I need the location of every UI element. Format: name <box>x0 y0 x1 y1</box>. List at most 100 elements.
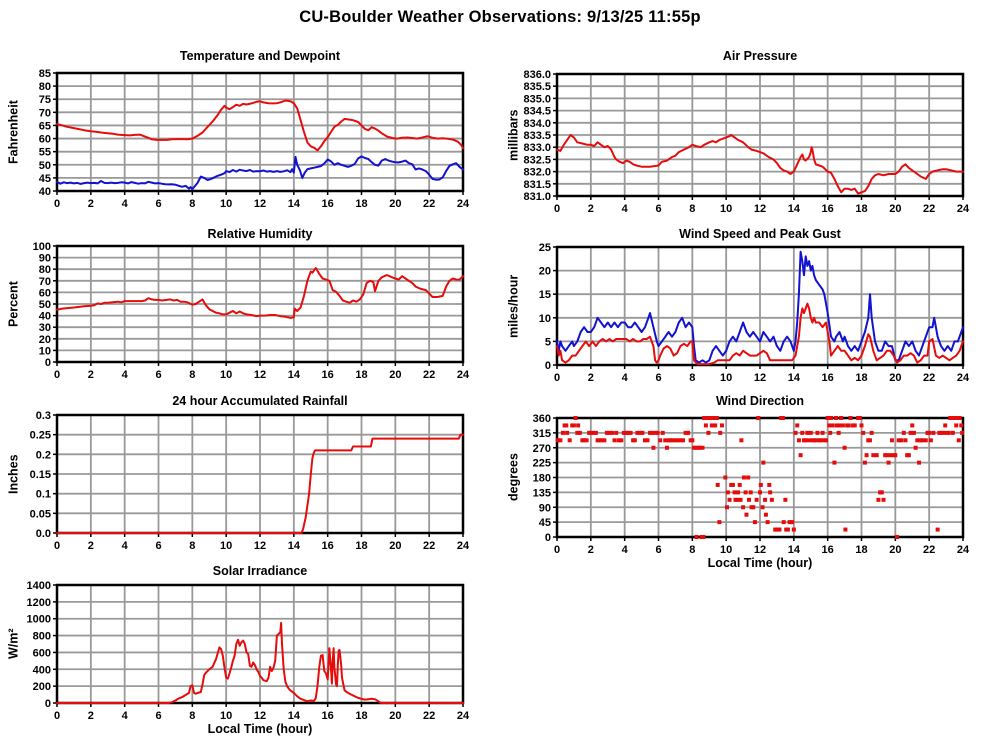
svg-text:8: 8 <box>189 369 195 381</box>
svg-text:45: 45 <box>539 517 551 529</box>
air-pressure-chart: Air Pressure millibars 0 2 4 6 8 10 12 14 16 18 20… <box>500 45 1000 223</box>
svg-text:0.05: 0.05 <box>30 508 51 520</box>
svg-text:836.0: 836.0 <box>523 69 551 81</box>
svg-text:10: 10 <box>539 313 551 325</box>
svg-text:833.0: 833.0 <box>523 142 551 154</box>
svg-text:55: 55 <box>39 147 51 159</box>
svg-text:24: 24 <box>457 540 470 552</box>
svg-text:270: 270 <box>533 443 551 455</box>
rainfall-plot: 0 2 4 6 8 10 12 14 16 18 20 22 240.30.250.20.150.10.… <box>30 410 470 552</box>
svg-text:10: 10 <box>720 372 732 384</box>
svg-text:16: 16 <box>822 544 834 556</box>
chart-title-temperature: Temperature and Dewpoint <box>179 49 341 63</box>
svg-text:18: 18 <box>355 198 367 210</box>
svg-text:16: 16 <box>822 372 834 384</box>
svg-text:16: 16 <box>322 369 334 381</box>
svg-text:2: 2 <box>88 710 94 722</box>
svg-text:6: 6 <box>155 198 161 210</box>
svg-text:834.5: 834.5 <box>523 106 551 118</box>
svg-text:16: 16 <box>322 710 334 722</box>
svg-text:0: 0 <box>54 369 60 381</box>
svg-text:20: 20 <box>889 203 901 215</box>
svg-text:0: 0 <box>545 532 551 544</box>
svg-text:14: 14 <box>788 544 801 556</box>
svg-text:12: 12 <box>254 710 266 722</box>
svg-text:60: 60 <box>39 287 51 299</box>
svg-text:0: 0 <box>45 698 51 710</box>
svg-text:90: 90 <box>39 253 51 265</box>
svg-text:24: 24 <box>957 544 970 556</box>
svg-text:8: 8 <box>189 198 195 210</box>
svg-text:20: 20 <box>389 540 401 552</box>
svg-text:8: 8 <box>689 372 695 384</box>
svg-text:1400: 1400 <box>27 580 51 592</box>
svg-text:22: 22 <box>423 198 435 210</box>
svg-text:22: 22 <box>923 544 935 556</box>
svg-text:24: 24 <box>457 710 470 722</box>
svg-text:2: 2 <box>588 544 594 556</box>
svg-text:4: 4 <box>122 369 129 381</box>
svg-text:0: 0 <box>54 198 60 210</box>
svg-text:4: 4 <box>122 198 129 210</box>
svg-text:18: 18 <box>855 203 867 215</box>
solar-irradiance-plot: 0 2 4 6 8 10 12 14 16 18 20 22 241400120010008006004… <box>27 580 470 722</box>
svg-text:135: 135 <box>533 487 551 499</box>
x-axis-label-local-time: Local Time (hour) <box>207 722 313 736</box>
svg-text:16: 16 <box>322 540 334 552</box>
svg-text:1000: 1000 <box>27 614 51 626</box>
svg-text:0: 0 <box>554 203 560 215</box>
svg-text:1200: 1200 <box>27 597 51 609</box>
svg-text:12: 12 <box>254 198 266 210</box>
svg-text:10: 10 <box>720 544 732 556</box>
svg-text:835.0: 835.0 <box>523 93 551 105</box>
svg-text:60: 60 <box>39 134 51 146</box>
svg-text:18: 18 <box>355 710 367 722</box>
svg-text:0: 0 <box>545 360 551 372</box>
chart-title-wind: Wind Speed and Peak Gust <box>679 227 841 241</box>
svg-text:20: 20 <box>389 710 401 722</box>
svg-text:0: 0 <box>54 710 60 722</box>
svg-text:12: 12 <box>754 372 766 384</box>
wind-direction-plot: 0 2 4 6 8 10 12 14 16 18 20 22 243603152702251801359… <box>533 413 970 556</box>
svg-text:20: 20 <box>889 372 901 384</box>
svg-text:16: 16 <box>822 203 834 215</box>
svg-text:832.0: 832.0 <box>523 167 551 179</box>
svg-text:20: 20 <box>889 544 901 556</box>
svg-text:4: 4 <box>622 203 629 215</box>
svg-text:6: 6 <box>155 710 161 722</box>
svg-text:6: 6 <box>655 372 661 384</box>
svg-text:20: 20 <box>389 369 401 381</box>
svg-text:4: 4 <box>622 544 629 556</box>
svg-text:831.5: 831.5 <box>523 179 551 191</box>
svg-text:12: 12 <box>754 544 766 556</box>
svg-text:22: 22 <box>923 372 935 384</box>
svg-text:18: 18 <box>355 369 367 381</box>
svg-text:315: 315 <box>533 428 551 440</box>
svg-text:70: 70 <box>39 276 51 288</box>
svg-text:22: 22 <box>423 369 435 381</box>
svg-text:20: 20 <box>39 334 51 346</box>
svg-text:2: 2 <box>88 540 94 552</box>
svg-text:18: 18 <box>855 372 867 384</box>
svg-text:80: 80 <box>39 264 51 276</box>
svg-text:833.5: 833.5 <box>523 130 551 142</box>
svg-text:12: 12 <box>754 203 766 215</box>
svg-text:8: 8 <box>689 544 695 556</box>
svg-text:600: 600 <box>33 647 51 659</box>
svg-text:0.3: 0.3 <box>36 410 51 422</box>
svg-text:10: 10 <box>220 369 232 381</box>
svg-text:4: 4 <box>122 540 129 552</box>
chart-title-rainfall: 24 hour Accumulated Rainfall <box>172 394 348 408</box>
svg-text:200: 200 <box>33 681 51 693</box>
solar-irradiance-chart: Solar Irradiance W/m² 0 2 4 6 8 10 12 14 16 18 20 2… <box>0 562 500 745</box>
svg-text:22: 22 <box>923 203 935 215</box>
svg-text:10: 10 <box>220 710 232 722</box>
svg-text:10: 10 <box>220 540 232 552</box>
svg-text:0.0: 0.0 <box>36 528 51 540</box>
chart-title-solar: Solar Irradiance <box>212 564 308 578</box>
svg-text:4: 4 <box>122 710 129 722</box>
svg-text:75: 75 <box>39 94 51 106</box>
wind-direction-chart: Wind Direction degrees 0 2 4 6 8 10 12 14 16 18 20… <box>500 392 1000 577</box>
